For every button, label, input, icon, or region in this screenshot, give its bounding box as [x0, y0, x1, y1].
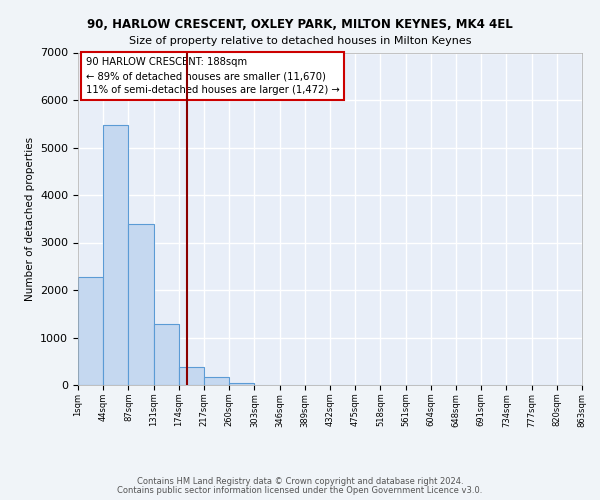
Bar	[128, 224, 154, 385]
Text: 90 HARLOW CRESCENT: 188sqm
← 89% of detached houses are smaller (11,670)
11% of : 90 HARLOW CRESCENT: 188sqm ← 89% of deta…	[86, 58, 340, 96]
Bar	[78, 277, 103, 385]
Text: Contains HM Land Registry data © Crown copyright and database right 2024.: Contains HM Land Registry data © Crown c…	[137, 477, 463, 486]
Text: Size of property relative to detached houses in Milton Keynes: Size of property relative to detached ho…	[129, 36, 471, 46]
Y-axis label: Number of detached properties: Number of detached properties	[25, 136, 35, 301]
Text: Contains public sector information licensed under the Open Government Licence v3: Contains public sector information licen…	[118, 486, 482, 495]
Bar	[204, 377, 229, 385]
Bar	[103, 124, 128, 385]
Bar	[229, 382, 254, 385]
Text: 90, HARLOW CRESCENT, OXLEY PARK, MILTON KEYNES, MK4 4EL: 90, HARLOW CRESCENT, OXLEY PARK, MILTON …	[87, 18, 513, 30]
Bar	[179, 367, 204, 385]
Bar	[154, 324, 179, 385]
